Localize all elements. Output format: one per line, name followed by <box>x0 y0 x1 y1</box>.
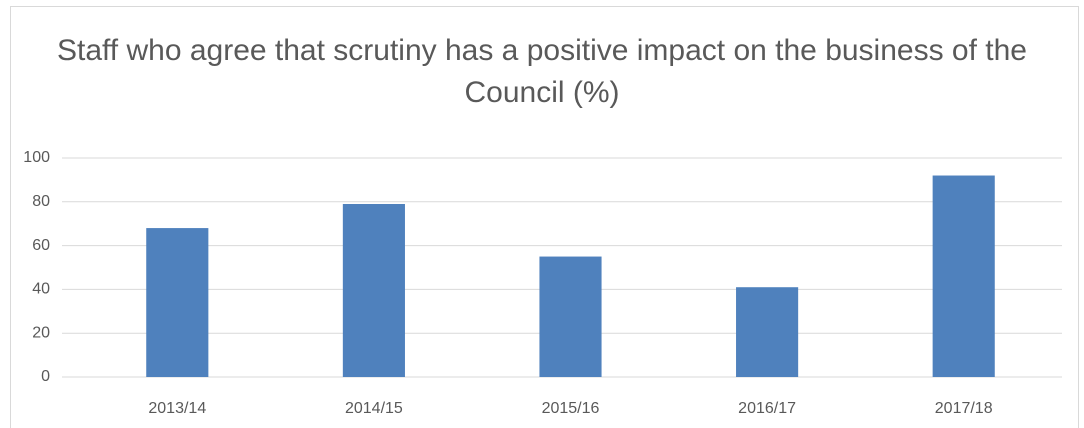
x-tick-label: 2013/14 <box>148 400 206 417</box>
y-tick-label: 0 <box>41 368 50 385</box>
bar <box>342 203 405 377</box>
y-tick-label: 40 <box>32 281 50 298</box>
y-tick-label: 100 <box>23 149 50 166</box>
x-tick-label: 2017/18 <box>935 400 993 417</box>
bar <box>539 256 602 377</box>
y-tick-label: 20 <box>32 324 50 341</box>
y-tick-label: 80 <box>32 193 50 210</box>
bar <box>932 175 995 377</box>
y-tick-label: 60 <box>32 237 50 254</box>
chart-border <box>10 6 1079 428</box>
x-tick-label: 2015/16 <box>542 400 600 417</box>
bar <box>146 228 209 377</box>
chart-title: Staff who agree that scrutiny has a posi… <box>56 34 1027 109</box>
bar <box>736 287 799 377</box>
x-tick-label: 2014/15 <box>345 400 403 417</box>
x-tick-label: 2016/17 <box>738 400 796 417</box>
